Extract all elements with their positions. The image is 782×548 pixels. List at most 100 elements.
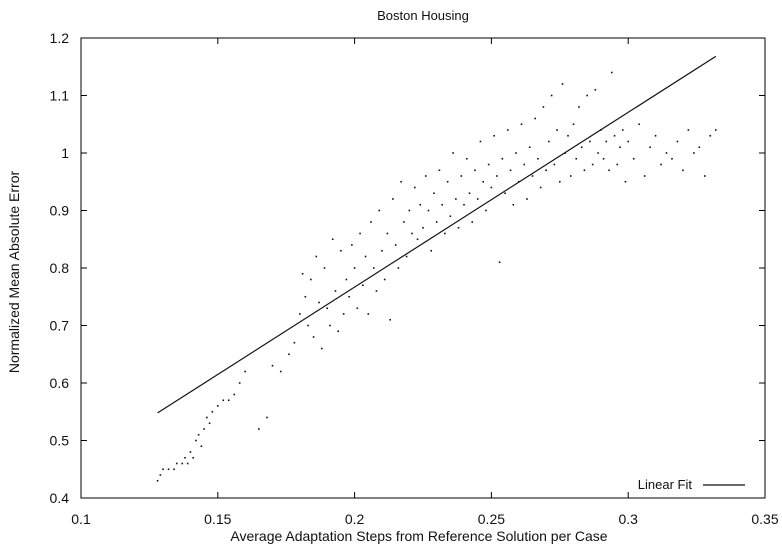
scatter-point <box>493 134 495 137</box>
scatter-point <box>627 140 629 143</box>
scatter-point <box>676 140 679 143</box>
y-tick-label: 0.9 <box>50 203 70 219</box>
scatter-point <box>550 94 553 97</box>
scatter-point <box>594 88 597 91</box>
scatter-point <box>438 169 441 172</box>
scatter-point <box>569 175 572 177</box>
scatter-point <box>184 456 186 459</box>
scatter-point <box>312 336 315 338</box>
x-tick-label: 0.15 <box>204 511 231 527</box>
x-tick-label: 0.3 <box>618 511 638 527</box>
scatter-point <box>444 232 446 235</box>
scatter-point <box>714 129 717 131</box>
scatter-point <box>181 462 184 465</box>
y-tick-label: 0.6 <box>50 375 70 391</box>
scatter-point <box>422 226 424 229</box>
scatter-point <box>203 428 205 430</box>
scatter-point <box>476 198 479 200</box>
scatter-point <box>315 255 318 258</box>
scatter-point <box>334 290 337 292</box>
x-tick-label: 0.35 <box>751 511 778 527</box>
scatter-point <box>211 410 214 413</box>
y-axis-label: Normalized Mean Absolute Error <box>6 171 22 374</box>
scatter-point <box>455 198 457 200</box>
scatter-point <box>613 134 616 137</box>
scatter-point <box>586 94 588 97</box>
scatter-point <box>233 393 236 396</box>
scatter-point <box>632 157 635 160</box>
scatter-point <box>482 180 484 183</box>
scatter-point <box>375 290 378 292</box>
scatter-point <box>227 399 230 402</box>
scatter-point <box>386 232 389 235</box>
scatter-point <box>397 267 400 269</box>
y-tick-label: 0.8 <box>50 260 70 276</box>
scatter-point <box>457 226 460 229</box>
scatter-point <box>342 313 345 315</box>
scatter-point <box>654 134 657 137</box>
scatter-point <box>288 353 290 356</box>
scatter-point <box>430 249 433 252</box>
scatter-point <box>687 129 690 131</box>
scatter-point <box>351 244 353 246</box>
scatter-point <box>304 295 307 298</box>
scatter-point <box>364 255 367 258</box>
scatter-point <box>307 324 309 327</box>
scatter-point <box>367 313 370 315</box>
scatter-point <box>271 364 274 367</box>
scatter-point <box>378 209 381 212</box>
scatter-point <box>504 192 506 195</box>
scatter-point <box>539 186 542 189</box>
scatter-point <box>553 163 556 166</box>
scatter-point <box>621 129 624 131</box>
scatter-point <box>320 347 323 350</box>
y-tick-label: 0.4 <box>50 490 70 506</box>
scatter-point <box>394 244 397 246</box>
scatter-point <box>575 157 578 160</box>
scatter-point <box>238 382 241 384</box>
scatter-point <box>578 106 580 108</box>
scatter-point <box>197 433 200 436</box>
scatter-point <box>589 140 591 143</box>
scatter-point <box>353 267 356 269</box>
scatter-point <box>217 405 219 407</box>
scatter-point <box>572 123 575 126</box>
y-tick-label: 0.5 <box>50 433 70 449</box>
legend-label-linear-fit: Linear Fit <box>638 477 693 492</box>
scatter-point <box>509 169 512 172</box>
scatter-point <box>619 146 621 149</box>
scatter-point <box>471 221 474 223</box>
scatter-point <box>244 370 246 373</box>
scatter-point <box>345 278 348 281</box>
scatter-point <box>372 267 375 269</box>
scatter-point <box>534 117 536 120</box>
scatter-point <box>326 307 329 310</box>
scatter-point <box>411 232 413 235</box>
y-tick-label: 1.2 <box>50 30 70 46</box>
scatter-point <box>512 203 515 206</box>
scatter-point <box>559 180 561 183</box>
scatter-point <box>682 169 684 172</box>
legend: Linear Fit <box>638 477 693 492</box>
scatter-point <box>531 175 534 177</box>
y-tick-label: 1.1 <box>50 88 70 104</box>
scatter-point <box>624 180 627 183</box>
x-tick-label: 0.2 <box>345 511 365 527</box>
scatter-points <box>156 71 717 482</box>
scatter-point <box>362 284 364 287</box>
scatter-point <box>162 468 164 471</box>
scatter-point <box>301 272 304 275</box>
scatter-point <box>490 186 493 189</box>
scatter-point <box>591 163 594 166</box>
scatter-point <box>331 238 334 241</box>
scatter-point <box>463 203 465 206</box>
linear-fit-line <box>157 55 717 414</box>
scatter-point <box>389 318 391 321</box>
scatter-point <box>408 209 411 212</box>
scatter-point <box>405 255 408 258</box>
scatter-point <box>340 249 342 252</box>
scatter-point <box>468 192 471 195</box>
scatter-point <box>597 152 599 154</box>
scatter-point <box>542 106 545 108</box>
